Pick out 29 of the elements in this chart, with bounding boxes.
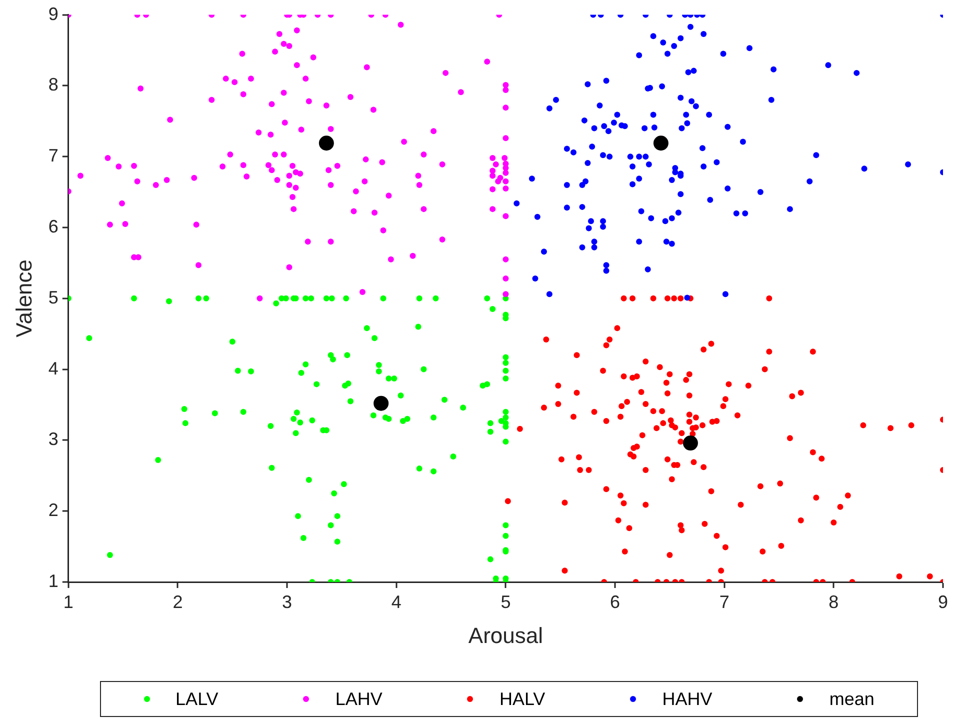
- x-tick-label: 2: [172, 592, 183, 612]
- y-tick-label: 9: [48, 4, 58, 24]
- y-tick-label: 4: [48, 358, 58, 378]
- point: [653, 136, 668, 151]
- x-tick-label: 1: [63, 592, 74, 612]
- x-tick-label: 8: [828, 592, 839, 612]
- y-axis-title: Valence: [11, 259, 36, 338]
- x-tick-label: 5: [500, 592, 511, 612]
- legend-label: LALV: [176, 688, 218, 710]
- y-tick-label: 7: [48, 146, 58, 166]
- point: [374, 396, 389, 411]
- y-tick-label: 6: [48, 216, 58, 236]
- x-tick-label: 3: [282, 592, 292, 612]
- x-tick-label: 7: [719, 592, 730, 612]
- y-tick-label: 8: [48, 74, 58, 95]
- y-tick-label: 3: [48, 429, 58, 450]
- x-tick-label: 4: [391, 592, 402, 612]
- y-tick-label: 2: [48, 500, 58, 520]
- y-tick-label: 1: [48, 570, 58, 591]
- point: [318, 136, 334, 151]
- legend-label: HAHV: [662, 688, 712, 710]
- x-tick-label: 6: [610, 592, 620, 612]
- x-axis-title: Arousal: [468, 622, 543, 648]
- y-tick-label: 5: [48, 287, 58, 308]
- legend-label: HALV: [499, 688, 546, 710]
- legend-label: mean: [829, 688, 874, 710]
- legend-label: LAHV: [335, 688, 382, 710]
- x-tick-label: 9: [938, 592, 948, 612]
- point: [682, 436, 698, 451]
